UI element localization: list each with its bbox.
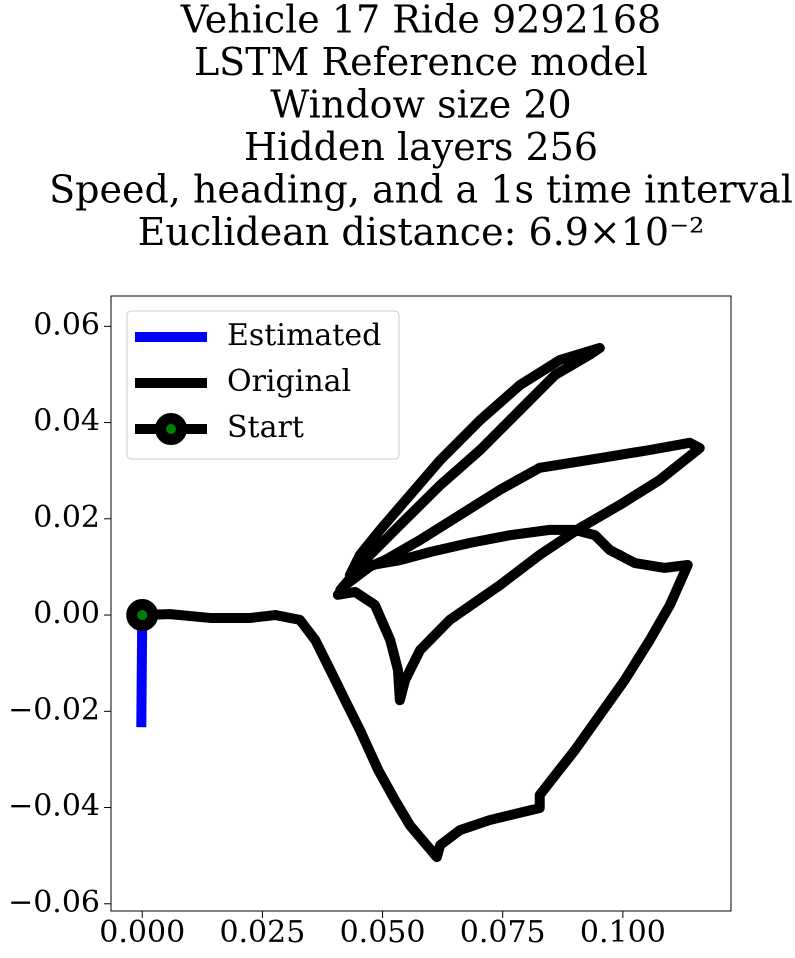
- legend-label: Original: [227, 364, 351, 399]
- y-tick-label: 0.04: [33, 404, 100, 439]
- x-tick-label: 0.025: [219, 915, 305, 950]
- y-tick-label: −0.06: [8, 885, 100, 920]
- chart-title: Euclidean distance: 6.9×10⁻²: [138, 210, 705, 254]
- x-tick-label: 0.050: [340, 915, 426, 950]
- y-tick-label: 0.06: [33, 307, 100, 342]
- y-tick-label: 0.02: [33, 500, 100, 535]
- trajectory-line: [136, 615, 148, 728]
- trajectory-line: [137, 342, 705, 863]
- y-tick-label: 0.00: [33, 596, 100, 631]
- y-tick-label: −0.02: [8, 692, 100, 727]
- chart-title: Window size 20: [270, 83, 571, 127]
- legend-label: Estimated: [227, 318, 381, 353]
- chart-title: Speed, heading, and a 1s time interval: [49, 168, 793, 212]
- x-tick-label: 0.000: [99, 915, 185, 950]
- plot-frame: [110, 295, 732, 912]
- legend-box: [126, 310, 400, 460]
- y-tick-label: −0.04: [8, 789, 100, 824]
- legend-marker: [155, 413, 187, 445]
- legend-label: Start: [227, 410, 304, 445]
- chart-title: LSTM Reference model: [194, 40, 648, 84]
- chart-title: Vehicle 17 Ride 9292168: [180, 0, 661, 42]
- x-tick-label: 0.100: [580, 915, 666, 950]
- x-tick-label: 0.075: [460, 915, 546, 950]
- chart-title: Hidden layers 256: [244, 125, 598, 169]
- start-marker: [126, 599, 159, 632]
